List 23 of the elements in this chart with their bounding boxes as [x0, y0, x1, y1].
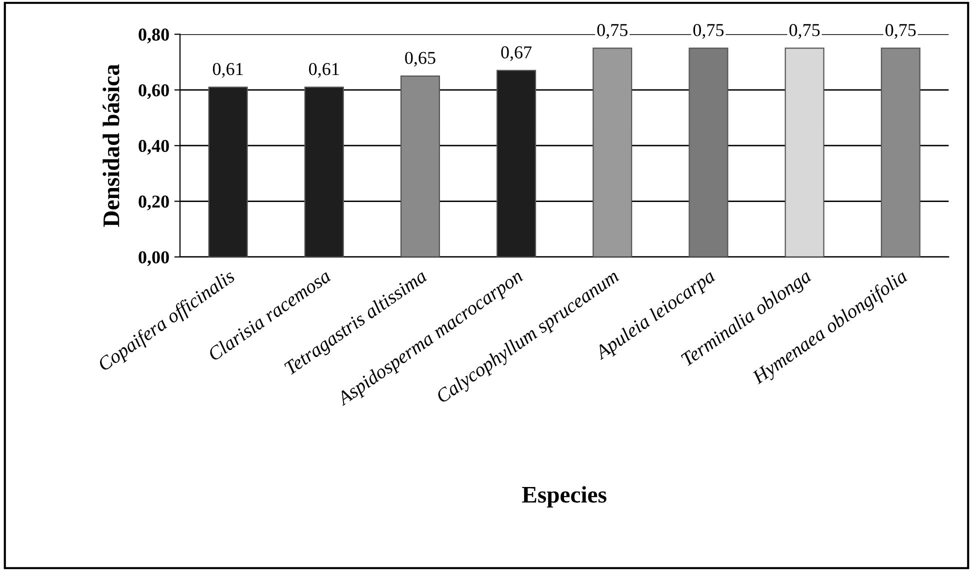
data-label: 0,75: [789, 24, 820, 39]
bar: [592, 48, 632, 257]
y-tick-label: 0,40: [138, 140, 169, 155]
bar: [304, 86, 344, 257]
data-label: 0,75: [597, 24, 628, 39]
data-label: 0,75: [886, 24, 916, 39]
y-tick-label: 0,80: [138, 28, 169, 44]
y-axis-title: Densidad básica: [102, 64, 120, 227]
y-tick-label: 0,00: [138, 251, 169, 266]
y-tick-label: 0,20: [138, 196, 169, 210]
data-label: 0,61: [212, 62, 243, 78]
y-tick-label: 0,60: [138, 84, 169, 99]
bar: [688, 48, 728, 257]
bar: [784, 48, 824, 257]
data-label: 0,65: [405, 52, 436, 67]
bar: [880, 48, 920, 257]
x-axis-title: Especies: [522, 486, 606, 508]
bar: [496, 70, 536, 257]
bar: [208, 86, 248, 257]
data-label: 0,75: [693, 24, 724, 39]
bar: [400, 75, 440, 257]
data-label: 0,67: [501, 46, 532, 62]
data-label: 0,61: [309, 62, 339, 78]
